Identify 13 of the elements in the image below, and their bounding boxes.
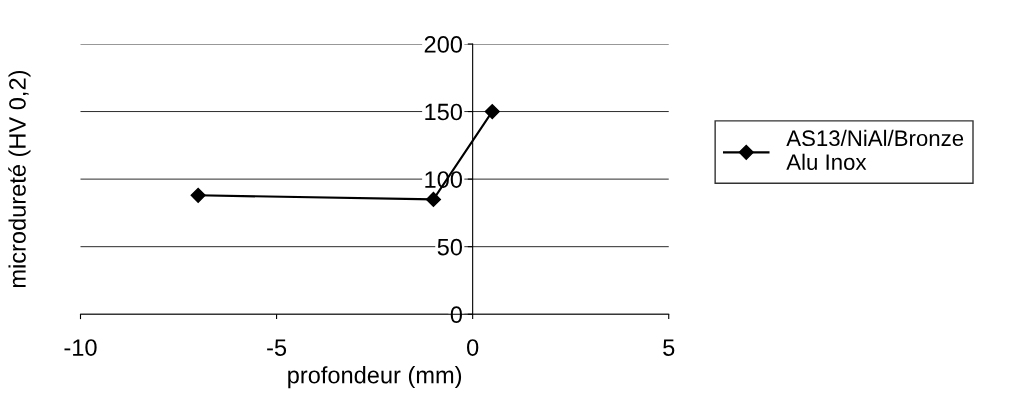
point <box>190 187 206 203</box>
point <box>425 191 442 207</box>
y-axis-title: microdureté (HV 0,2) <box>8 71 31 288</box>
y-tick-label: 50 <box>437 238 463 256</box>
y-tick-label: 150 <box>425 103 463 121</box>
legend-label: AS13/NiAl/Bronze Alu Inox <box>786 129 964 171</box>
x-tick-label: 0 <box>467 339 479 356</box>
x-tick-label: 5 <box>663 339 675 356</box>
y-tick-label: 200 <box>424 36 463 53</box>
point <box>484 103 500 120</box>
x-tick-label: -10 <box>64 339 97 356</box>
x-tick-label: -5 <box>267 339 287 356</box>
x-axis-title: profondeur (mm) <box>288 366 462 389</box>
